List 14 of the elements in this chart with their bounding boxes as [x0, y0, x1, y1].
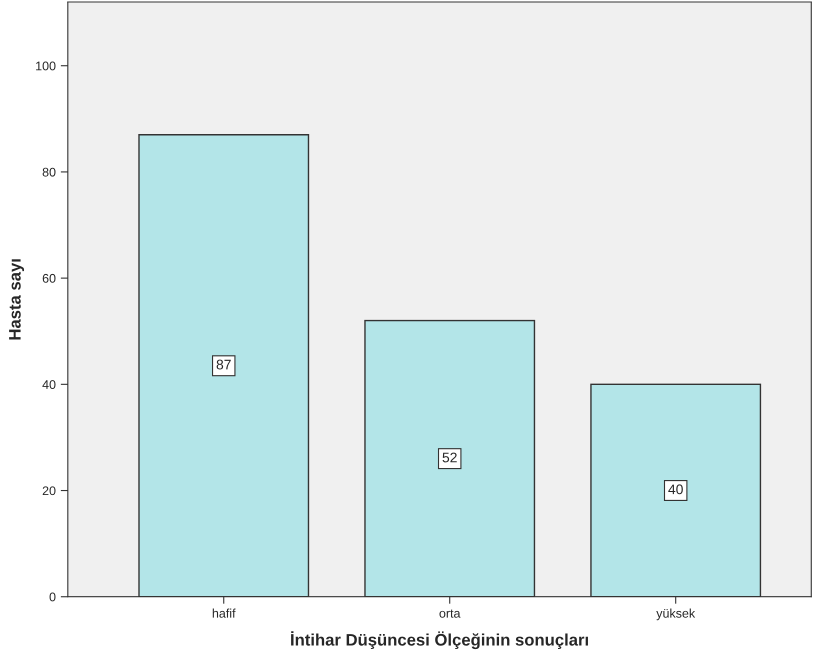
x-tick-label: hafif: [212, 608, 236, 618]
y-tick-label: 0: [50, 592, 56, 602]
data-label: 87: [216, 360, 231, 370]
y-axis-title: Hasta sayı: [9, 259, 24, 340]
x-tick-label: orta: [439, 610, 460, 618]
data-label: 52: [442, 452, 457, 462]
y-tick-label: 20: [42, 486, 56, 496]
x-axis-title: İntihar Düşüncesi Ölçeğinin sonuçları: [291, 631, 588, 650]
y-tick-label: 40: [42, 380, 56, 389]
y-tick-label: 60: [42, 274, 56, 283]
y-tick-label: 80: [42, 168, 56, 177]
data-label: 40: [668, 484, 683, 494]
x-tick-label: yüksek: [656, 608, 696, 620]
y-tick-label: 100: [36, 62, 56, 70]
